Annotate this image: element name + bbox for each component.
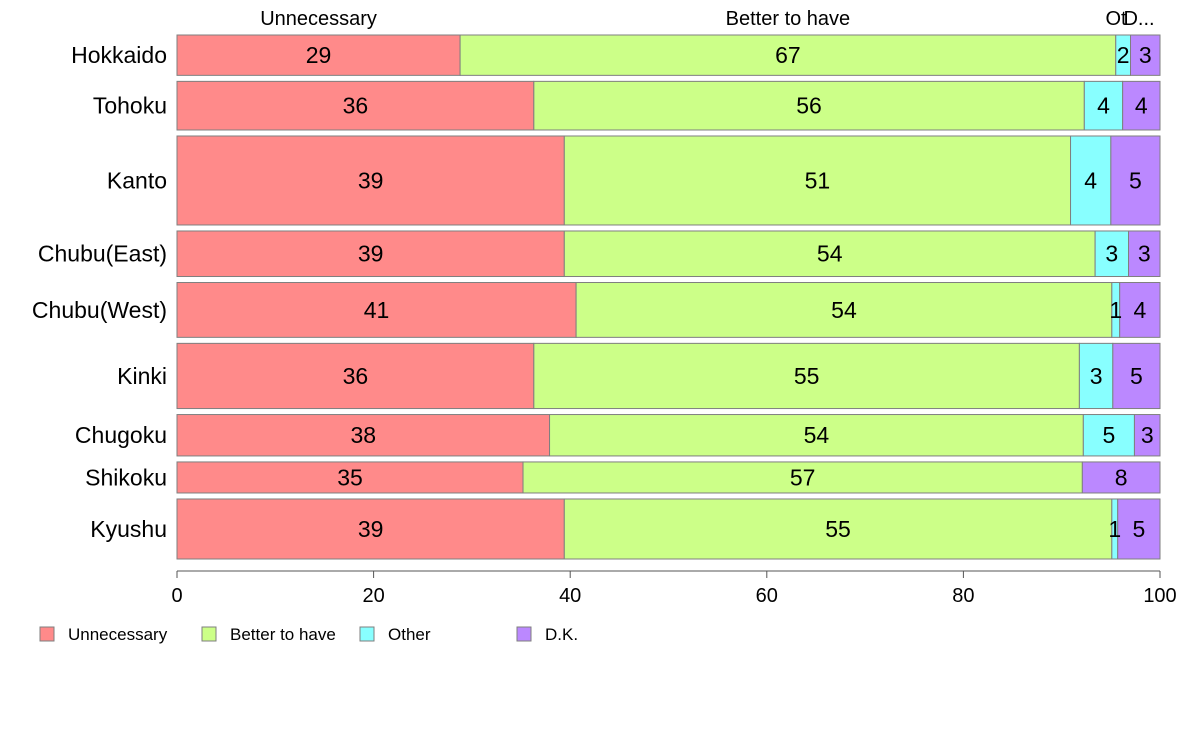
category-label: Chubu(East) xyxy=(38,241,167,267)
legend-label: D.K. xyxy=(545,625,578,644)
bar-segment xyxy=(1122,80,1161,131)
bar-segment xyxy=(563,135,1072,226)
data-label: 54 xyxy=(831,297,857,323)
x-tick-label: 100 xyxy=(1143,585,1176,607)
bar-segment xyxy=(1082,414,1135,457)
data-label: 5 xyxy=(1129,167,1142,193)
data-label: 67 xyxy=(775,42,801,68)
data-label: 29 xyxy=(306,42,332,68)
category-label: Chugoku xyxy=(75,422,167,448)
data-label: 4 xyxy=(1135,93,1148,119)
bar-segment xyxy=(1110,135,1161,226)
data-label: 55 xyxy=(794,363,820,389)
category-label: Tohoku xyxy=(93,93,167,119)
bar-segment xyxy=(176,282,577,338)
category-label: Hokkaido xyxy=(71,42,167,68)
data-label: 3 xyxy=(1090,363,1103,389)
bar-segment xyxy=(176,135,565,226)
data-label: 8 xyxy=(1115,464,1128,490)
data-label: 1 xyxy=(1109,297,1122,323)
data-label: 4 xyxy=(1084,167,1097,193)
bar-segment xyxy=(1112,342,1161,410)
bar-segment xyxy=(1070,135,1112,226)
data-label: 39 xyxy=(358,167,384,193)
bar-segment xyxy=(1119,282,1161,338)
data-label: 5 xyxy=(1130,363,1143,389)
legend-swatch xyxy=(39,626,55,642)
data-label: 36 xyxy=(343,363,369,389)
x-tick-label: 0 xyxy=(171,585,182,607)
legend-label: Other xyxy=(388,625,431,644)
data-label: 54 xyxy=(817,241,843,267)
bar-segment xyxy=(563,230,1096,278)
data-label: 38 xyxy=(350,422,376,448)
category-label: Chubu(West) xyxy=(32,297,167,323)
bar-segment xyxy=(533,342,1080,410)
bar-segment xyxy=(176,414,551,457)
top-series-label: Unnecessary xyxy=(260,8,377,30)
data-label: 35 xyxy=(337,464,363,490)
x-tick-label: 80 xyxy=(952,585,974,607)
data-label: 55 xyxy=(825,516,851,542)
category-label: Kyushu xyxy=(90,516,167,542)
category-label: Kanto xyxy=(107,167,167,193)
data-label: 1 xyxy=(1108,516,1121,542)
data-label: 3 xyxy=(1139,42,1152,68)
bar-segment xyxy=(1117,498,1161,560)
x-tick-label: 60 xyxy=(756,585,778,607)
bar-segment xyxy=(549,414,1084,457)
data-label: 39 xyxy=(358,241,384,267)
legend-swatch xyxy=(359,626,375,642)
bar-segment xyxy=(522,461,1083,494)
category-label: Kinki xyxy=(117,363,167,389)
bar-segment xyxy=(1133,414,1161,457)
x-tick-label: 40 xyxy=(559,585,581,607)
bar-segment xyxy=(533,80,1085,131)
legend-swatch xyxy=(201,626,217,642)
data-label: 2 xyxy=(1117,42,1130,68)
top-series-label: Ot xyxy=(1105,8,1127,30)
data-label: 51 xyxy=(805,167,831,193)
data-label: 4 xyxy=(1133,297,1146,323)
bar-segment xyxy=(459,34,1117,76)
data-label: 5 xyxy=(1102,422,1115,448)
bar-segment xyxy=(1130,34,1161,76)
bar-segment xyxy=(176,80,535,131)
bar-segment xyxy=(176,461,524,494)
legend-label: Better to have xyxy=(230,625,336,644)
data-label: 5 xyxy=(1132,516,1145,542)
data-label: 54 xyxy=(804,422,830,448)
legend-label: Unnecessary xyxy=(68,625,168,644)
data-label: 3 xyxy=(1141,422,1154,448)
x-tick-label: 20 xyxy=(362,585,384,607)
bar-segment xyxy=(1081,461,1161,494)
bar-segment xyxy=(1128,230,1161,278)
data-label: 56 xyxy=(796,93,822,119)
data-label: 39 xyxy=(358,516,384,542)
data-label: 3 xyxy=(1105,241,1118,267)
data-label: 3 xyxy=(1138,241,1151,267)
bar-segment xyxy=(575,282,1113,338)
top-series-label: D... xyxy=(1123,8,1154,30)
data-label: 41 xyxy=(364,297,390,323)
category-label: Shikoku xyxy=(85,464,167,490)
bar-segment xyxy=(176,230,565,278)
legend-swatch xyxy=(516,626,532,642)
data-label: 4 xyxy=(1097,93,1110,119)
bar-segment xyxy=(1083,80,1124,131)
bar-segment xyxy=(176,34,461,76)
top-series-label: Better to have xyxy=(726,8,851,30)
bar-segment xyxy=(563,498,1113,560)
data-label: 57 xyxy=(790,464,816,490)
data-label: 36 xyxy=(343,93,369,119)
bar-segment xyxy=(1094,230,1130,278)
bar-segment xyxy=(176,342,535,410)
